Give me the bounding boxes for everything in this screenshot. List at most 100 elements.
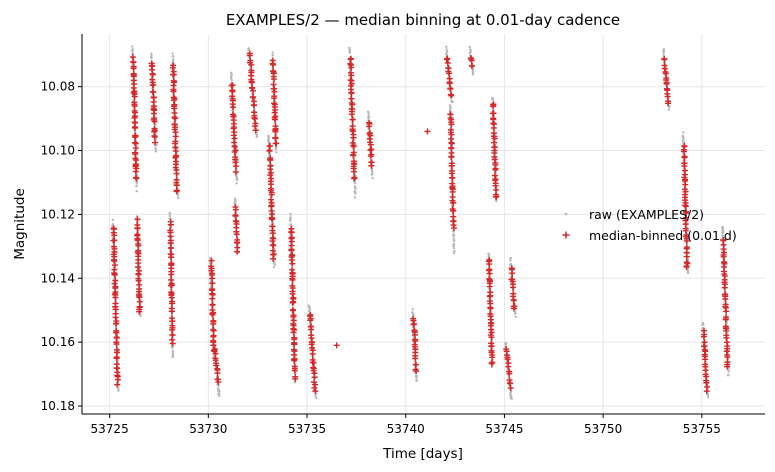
raw-point (139, 314, 142, 318)
binned-point (112, 294, 119, 301)
binned-point (722, 296, 729, 302)
raw-point (150, 52, 153, 55)
binned-point (250, 87, 257, 94)
x-tick-label: 53750 (584, 422, 622, 436)
binned-point (444, 59, 451, 66)
raw-point (117, 387, 120, 390)
raw-point (682, 131, 685, 134)
binned-point (720, 253, 727, 260)
binned-point (210, 342, 217, 349)
binned-point (234, 239, 241, 246)
binned-point (661, 65, 668, 72)
binned-point (489, 359, 496, 366)
raw-point (701, 323, 704, 327)
chart-title: EXAMPLES/2 — median binning at 0.01-day … (226, 11, 620, 29)
x-ticks: 53725 53730 53735 53740 53745 53750 53755 (91, 414, 721, 436)
binned-point (209, 295, 216, 302)
binned-point (665, 100, 672, 107)
binned-point (447, 85, 454, 92)
raw-point (217, 392, 221, 396)
binned-point (312, 381, 319, 388)
raw-point (154, 150, 157, 153)
binned-point (114, 381, 121, 388)
binned-point (449, 175, 456, 182)
binned-point (682, 203, 689, 210)
y-ticks: 10.08 10.10 10.12 10.14 10.16 10.18 (41, 80, 82, 413)
binned-point (149, 82, 156, 89)
raw-point (469, 50, 472, 53)
binned-point (250, 93, 257, 100)
binned-point (171, 126, 178, 133)
binned-point (721, 284, 728, 291)
axes (81, 34, 765, 415)
binned-point (232, 168, 239, 175)
binned-point (234, 248, 241, 255)
grid (82, 34, 765, 414)
x-tick-label: 53725 (91, 422, 129, 436)
raw-point (271, 54, 275, 57)
binned-point (350, 134, 357, 141)
binned-point (111, 280, 118, 287)
binned-point (271, 116, 278, 123)
binned-point (490, 124, 497, 131)
binned-point (131, 124, 138, 131)
binned-point (214, 370, 221, 377)
x-axis-label: Time [days] (382, 446, 463, 462)
binned-point (172, 115, 179, 122)
binned-point (511, 305, 518, 312)
binned-point (486, 270, 493, 277)
binned-point (703, 388, 710, 395)
binned-point (449, 188, 456, 195)
binned-point (170, 71, 177, 78)
y-axis-label: Magnitude (12, 188, 28, 260)
binned-point (312, 388, 319, 395)
raw-point (411, 308, 414, 311)
binned-point (450, 199, 457, 206)
binned-point (151, 118, 158, 125)
binned-point (271, 109, 278, 116)
binned-point (350, 168, 357, 175)
binned-point (113, 341, 120, 348)
raw-point (353, 181, 357, 185)
raw-point (412, 313, 415, 316)
binned-point (130, 65, 137, 72)
binned-point (448, 144, 455, 151)
raw-point (706, 396, 710, 399)
legend: raw (EXAMPLES/2) median-binned (0.01 d) (562, 207, 737, 243)
binned-point (232, 206, 239, 213)
binned-point (132, 145, 139, 152)
binned-point (309, 350, 316, 357)
binned-point (272, 128, 279, 135)
raw-point (289, 216, 292, 219)
binned-point (233, 163, 240, 170)
raw-point (468, 52, 472, 55)
binned-point (368, 146, 375, 153)
binned-point (424, 128, 431, 135)
binned-point (114, 376, 121, 383)
binned-point (168, 254, 175, 261)
raw-point (255, 135, 259, 138)
legend-raw-marker (564, 212, 568, 216)
binned-point (446, 79, 453, 86)
raw-point (168, 212, 171, 215)
raw-point (452, 234, 455, 238)
raw-point (272, 266, 276, 269)
binned-point (271, 100, 278, 107)
binned-point (510, 284, 517, 291)
raw-point (314, 394, 317, 397)
binned-point (173, 170, 180, 177)
binned-point (680, 148, 687, 155)
raw-point (667, 108, 671, 111)
raw-point (722, 231, 725, 234)
binned-point (268, 191, 275, 198)
binned-point (289, 276, 296, 283)
binned-point (229, 82, 236, 89)
binned-point (170, 88, 177, 95)
binned-point (450, 225, 457, 232)
binned-point (168, 271, 175, 278)
binned-point (348, 55, 355, 62)
raw-point (255, 133, 258, 136)
binned-point (272, 135, 279, 142)
binned-point (367, 147, 374, 154)
